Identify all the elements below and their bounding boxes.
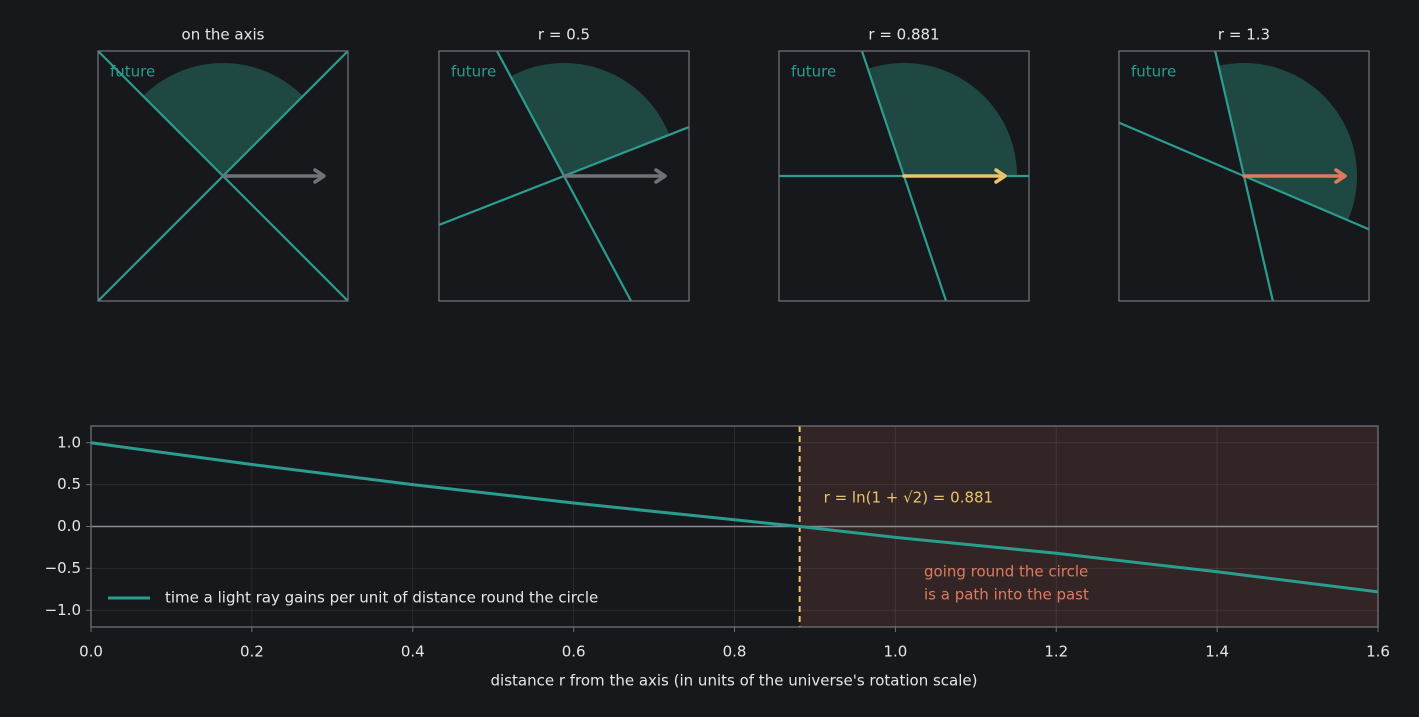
arrow-head: [994, 168, 1007, 184]
x-tick-label: 0.0: [79, 643, 103, 661]
arrow-head: [313, 168, 326, 184]
panel-title: r = 0.5: [538, 26, 590, 44]
future-label: future: [451, 63, 496, 81]
panel-title: r = 0.881: [868, 26, 939, 44]
panel-title: on the axis: [182, 26, 265, 44]
panel-frame: [1118, 50, 1370, 302]
x-tick-label: 0.8: [723, 643, 747, 661]
future-label: future: [791, 63, 836, 81]
panel-frame: [97, 50, 349, 302]
x-tick-label: 1.0: [883, 643, 907, 661]
y-tick-label: −1.0: [45, 601, 81, 619]
arrow-head: [1334, 168, 1347, 184]
region-label: going round the circle: [924, 563, 1088, 581]
future-wedge: [1218, 62, 1357, 221]
x-axis-label: distance r from the axis (in units of th…: [491, 672, 978, 690]
x-tick-label: 1.4: [1205, 643, 1229, 661]
panel-frame: [438, 50, 690, 302]
future-wedge: [867, 63, 1017, 176]
region-label: is a path into the past: [924, 586, 1089, 604]
y-tick-label: 1.0: [57, 433, 81, 451]
arrow-head: [654, 168, 667, 184]
panel-frame: [778, 50, 1030, 302]
x-tick-label: 0.2: [240, 643, 264, 661]
future-wedge: [143, 62, 303, 176]
plot-frame: [90, 425, 1379, 628]
x-tick-label: 0.6: [562, 643, 586, 661]
x-tick-label: 1.6: [1366, 643, 1390, 661]
future-wedge: [510, 63, 670, 176]
data-line: [90, 441, 1379, 594]
legend-label: time a light ray gains per unit of dista…: [165, 589, 598, 607]
x-tick-label: 0.4: [401, 643, 425, 661]
future-label: future: [1131, 63, 1176, 81]
future-label: future: [110, 63, 155, 81]
y-tick-label: 0.5: [57, 475, 81, 493]
panel-title: r = 1.3: [1218, 26, 1270, 44]
x-tick-label: 1.2: [1044, 643, 1068, 661]
annotation: r = ln(1 + √2) = 0.881: [824, 489, 993, 507]
y-tick-label: −0.5: [45, 559, 81, 577]
y-tick-label: 0.0: [57, 517, 81, 535]
